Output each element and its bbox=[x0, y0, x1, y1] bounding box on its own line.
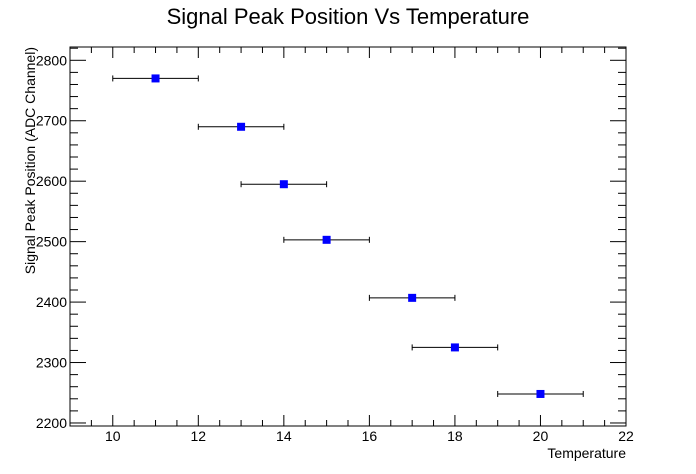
x-tick-label: 22 bbox=[618, 428, 634, 444]
x-tick-label: 16 bbox=[362, 428, 378, 444]
x-tick-label: 14 bbox=[276, 428, 292, 444]
y-axis: 2200 2300 2400 2500 2600 2700 2800 bbox=[36, 47, 626, 431]
x-axis: 10 12 14 16 18 20 22 bbox=[69, 47, 634, 444]
data-point bbox=[322, 235, 331, 244]
y-tick-label: 2200 bbox=[36, 415, 67, 431]
data-point bbox=[450, 343, 459, 352]
y-tick-label: 2700 bbox=[36, 113, 67, 129]
plot-frame bbox=[69, 46, 627, 427]
y-tick-label: 2300 bbox=[36, 355, 67, 371]
chart-title: Signal Peak Position Vs Temperature bbox=[167, 4, 530, 29]
y-tick-label: 2800 bbox=[36, 52, 67, 68]
data-point bbox=[279, 180, 288, 189]
y-axis-label: Signal Peak Position (ADC Channel) bbox=[22, 47, 38, 274]
y-tick-label: 2400 bbox=[36, 294, 67, 310]
x-tick-label: 18 bbox=[447, 428, 463, 444]
x-tick-label: 12 bbox=[191, 428, 207, 444]
x-tick-label: 10 bbox=[105, 428, 121, 444]
x-axis-label: Temperature bbox=[547, 445, 626, 461]
data-point bbox=[151, 74, 160, 83]
data-series bbox=[112, 74, 584, 398]
y-tick-label: 2500 bbox=[36, 234, 67, 250]
y-tick-label: 2600 bbox=[36, 173, 67, 189]
x-tick-label: 20 bbox=[533, 428, 549, 444]
data-point bbox=[237, 122, 246, 131]
data-point bbox=[536, 389, 545, 398]
data-point bbox=[408, 293, 417, 302]
